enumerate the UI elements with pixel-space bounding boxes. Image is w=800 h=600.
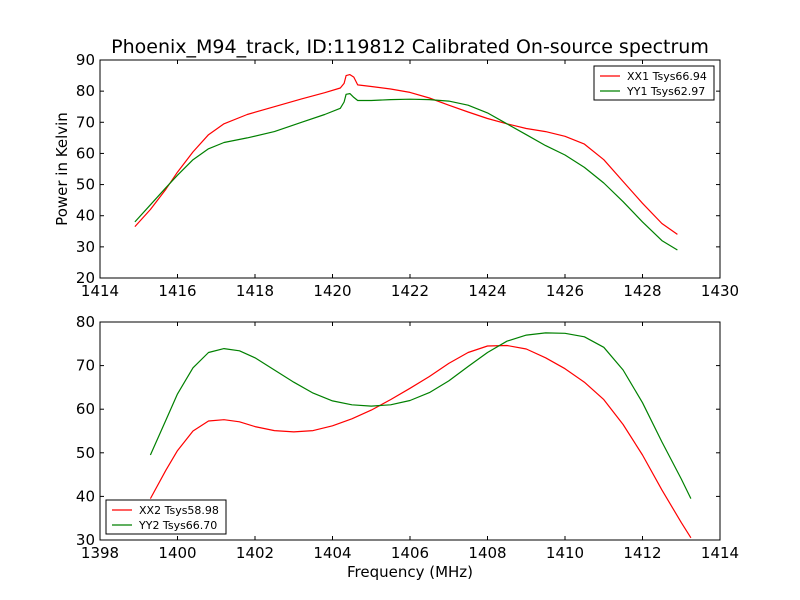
x-tick-label: 1414 — [701, 544, 739, 562]
chart-title: Phoenix_M94_track, ID:119812 Calibrated … — [111, 36, 709, 58]
x-tick-label: 1410 — [546, 544, 584, 562]
series-line-2-2 — [149, 332, 692, 499]
x-tick-label: 1414 — [81, 282, 119, 300]
y-tick-label: 70 — [76, 113, 95, 131]
y-tick-label: 90 — [76, 51, 95, 69]
x-tick-label: 1406 — [391, 544, 429, 562]
series-line-2-1 — [149, 344, 692, 539]
x-tick-label: 1418 — [236, 282, 274, 300]
x-tick-label: 1420 — [313, 282, 351, 300]
y-tick-label: 30 — [76, 238, 95, 256]
y-tick-label: 70 — [76, 357, 95, 375]
top-plot: 1414 1416 1418 1420 1422 1424 1426 1428 1430 20 30… — [53, 51, 739, 300]
legend-label: YY2 Tsys66.70 — [138, 519, 217, 532]
x-tick-label: 1422 — [391, 282, 429, 300]
y-tick-label: 80 — [76, 82, 95, 100]
legend: XX1 Tsys66.94 YY1 Tsys62.97 — [593, 65, 715, 101]
x-tick-label: 1412 — [623, 544, 661, 562]
legend-label: YY1 Tsys62.97 — [626, 85, 705, 98]
legend-box — [105, 499, 227, 535]
x-tick-label: 1428 — [623, 282, 661, 300]
x-tick-label: 1398 — [81, 544, 119, 562]
y-tick-label: 60 — [76, 144, 95, 162]
x-tick-label: 1416 — [158, 282, 196, 300]
x-tick-label: 1402 — [236, 544, 274, 562]
y-tick-label: 40 — [76, 207, 95, 225]
x-axis-label: Frequency (MHz) — [347, 563, 473, 581]
series-line-1-1 — [134, 73, 678, 235]
bottom-plot: 1398 1400 1402 1404 1406 1408 1410 1412 1414 30 40… — [76, 313, 739, 581]
y-tick-label: 80 — [76, 313, 95, 331]
x-tick-label: 1408 — [468, 544, 506, 562]
legend-label: XX1 Tsys66.94 — [627, 70, 707, 83]
y-tick-label: 60 — [76, 400, 95, 418]
legend-box — [593, 65, 715, 101]
legend: XX2 Tsys58.98 YY2 Tsys66.70 — [105, 499, 227, 535]
x-tick-label: 1424 — [468, 282, 506, 300]
x-tick-label: 1430 — [701, 282, 739, 300]
y-axis-label: Power in Kelvin — [53, 112, 71, 226]
y-tick-label: 50 — [76, 176, 95, 194]
y-tick-label: 30 — [76, 531, 95, 549]
y-tick-label: 20 — [76, 269, 95, 287]
legend-label: XX2 Tsys58.98 — [139, 504, 219, 517]
x-tick-label: 1400 — [158, 544, 196, 562]
y-tick-label: 50 — [76, 444, 95, 462]
x-tick-label: 1404 — [313, 544, 351, 562]
y-tick-label: 40 — [76, 487, 95, 505]
series-line-1-2 — [134, 92, 678, 251]
x-tick-label: 1426 — [546, 282, 584, 300]
